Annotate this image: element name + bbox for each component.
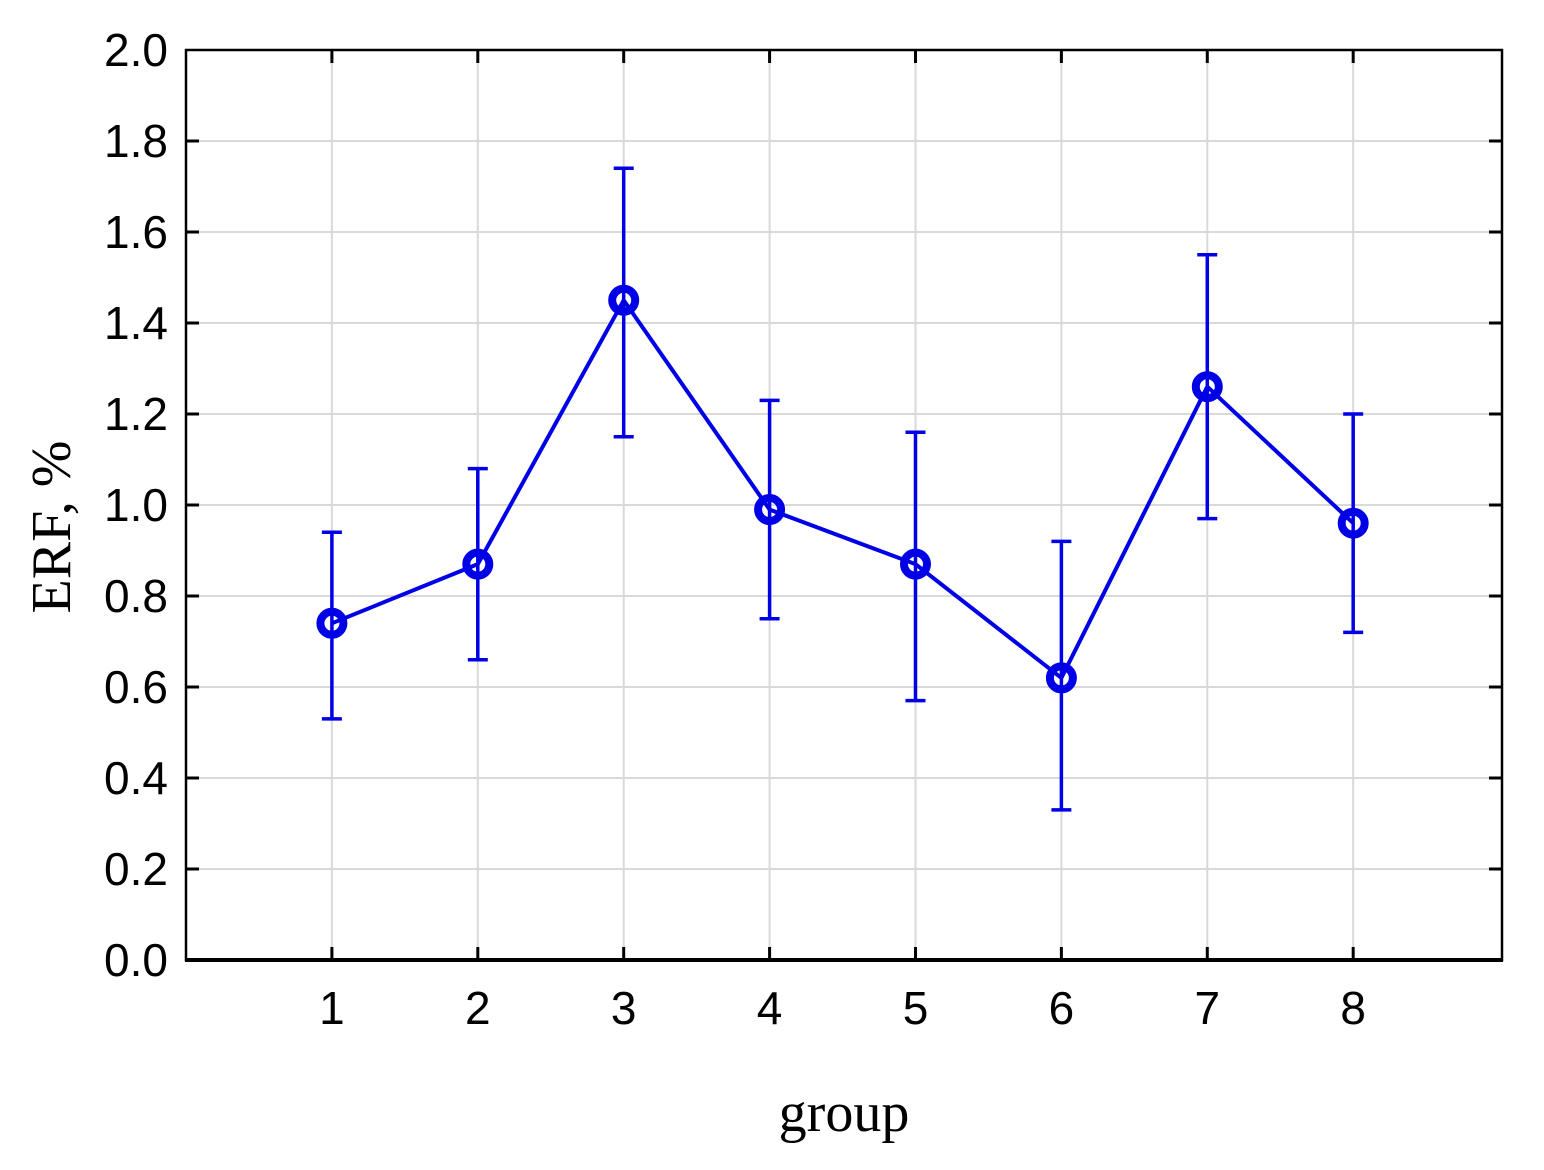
data-point-marker: [1191, 371, 1223, 403]
x-tick-label: 2: [465, 982, 491, 1034]
data-point-marker: [1337, 507, 1369, 539]
x-tick-label: 7: [1194, 982, 1220, 1034]
data-point-marker: [1045, 662, 1077, 694]
y-tick-label: 0.6: [104, 661, 168, 713]
x-tick-label: 8: [1340, 982, 1366, 1034]
y-tick-label: 0.0: [104, 934, 168, 986]
data-point-marker: [899, 548, 931, 580]
y-tick-label: 0.2: [104, 843, 168, 895]
x-axis-title: group: [778, 1082, 910, 1144]
data-point-marker: [608, 284, 640, 316]
x-tick-label: 4: [757, 982, 783, 1034]
data-point-marker: [754, 494, 786, 526]
data-point-marker: [316, 607, 348, 639]
x-tick-label: 1: [319, 982, 345, 1034]
y-tick-label: 1.6: [104, 206, 168, 258]
x-tick-label: 5: [903, 982, 929, 1034]
series-line: [331, 296, 1355, 681]
x-tick-label: 6: [1049, 982, 1075, 1034]
y-axis-title: ERF, %: [21, 440, 83, 614]
y-tick-label: 1.4: [104, 297, 168, 349]
y-tick-label: 0.8: [104, 570, 168, 622]
y-tick-label: 1.0: [104, 479, 168, 531]
y-tick-label: 2.0: [104, 24, 168, 76]
x-tick-label: 3: [611, 982, 637, 1034]
y-tick-label: 0.4: [104, 752, 168, 804]
data-point-marker: [462, 548, 494, 580]
y-tick-label: 1.2: [104, 388, 168, 440]
y-tick-label: 1.8: [104, 115, 168, 167]
